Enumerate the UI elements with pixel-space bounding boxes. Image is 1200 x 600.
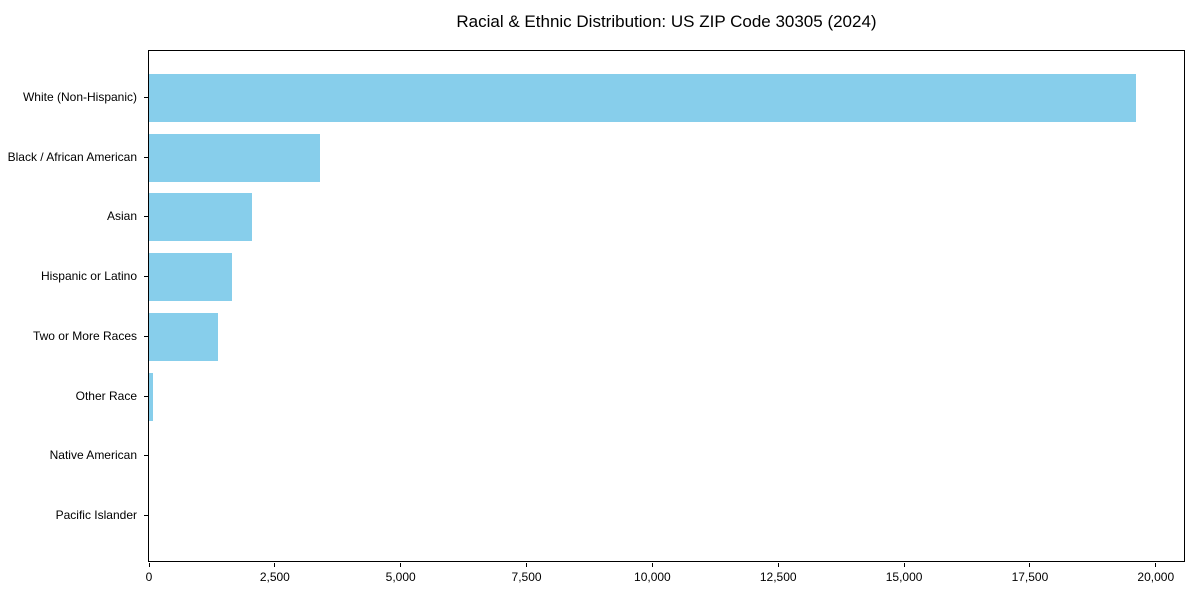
y-tick-mark-native-american xyxy=(144,455,148,457)
x-tick-mark-17500 xyxy=(1029,563,1031,567)
y-tick-mark-black-african-american xyxy=(144,156,148,158)
bar-other-race xyxy=(149,372,154,421)
x-tick-label-10000: 10,000 xyxy=(634,570,671,584)
y-label-other-race: Other Race xyxy=(75,388,137,403)
x-tick-mark-20000 xyxy=(1155,563,1157,567)
y-label-hispanic-or-latino: Hispanic or Latino xyxy=(40,269,137,284)
x-tick-label-2500: 2,500 xyxy=(259,570,290,584)
y-label-asian: Asian xyxy=(106,209,137,224)
x-tick-label-17500: 17,500 xyxy=(1011,570,1049,584)
x-tick-mark-7500 xyxy=(526,563,528,567)
y-tick-mark-other-race xyxy=(144,395,148,397)
x-tick-mark-0 xyxy=(148,563,150,567)
bar-black-african-american xyxy=(149,133,321,182)
y-tick-mark-asian xyxy=(144,216,148,218)
x-tick-mark-5000 xyxy=(400,563,402,567)
y-tick-mark-two-or-more-races xyxy=(144,335,148,337)
x-tick-mark-15000 xyxy=(903,563,905,567)
y-label-pacific-islander: Pacific Islander xyxy=(55,507,137,522)
x-tick-label-15000: 15,000 xyxy=(885,570,923,584)
y-tick-mark-hispanic-or-latino xyxy=(144,276,148,278)
y-label-native-american: Native American xyxy=(49,448,137,463)
x-tick-mark-10000 xyxy=(651,563,653,567)
x-tick-label-12500: 12,500 xyxy=(759,570,797,584)
bar-two-or-more-races xyxy=(149,312,218,361)
bar-white-non-hispanic xyxy=(149,74,1136,122)
chart-title: Racial & Ethnic Distribution: US ZIP Cod… xyxy=(456,12,877,31)
y-tick-mark-white-non-hispanic xyxy=(144,97,148,98)
y-label-two-or-more-races: Two or More Races xyxy=(32,328,137,343)
y-label-white-non-hispanic: White (Non-Hispanic) xyxy=(22,90,137,104)
plot-area: 0 2,500 5,000 7,500 10,000 12,500 15,000 17,500… xyxy=(146,50,1185,584)
bar-asian xyxy=(149,193,253,242)
y-label-black-african-american: Black / African American xyxy=(7,149,137,164)
x-tick-mark-12500 xyxy=(777,563,779,567)
x-tick-mark-2500 xyxy=(274,563,276,567)
y-tick-mark-pacific-islander xyxy=(144,514,148,516)
x-tick-label-7500: 7,500 xyxy=(511,570,542,584)
x-tick-label-20000: 20,000 xyxy=(1137,570,1175,584)
bar-hispanic-or-latino xyxy=(149,253,233,302)
x-tick-label-5000: 5,000 xyxy=(385,570,416,584)
x-tick-label-0: 0 xyxy=(145,570,153,584)
